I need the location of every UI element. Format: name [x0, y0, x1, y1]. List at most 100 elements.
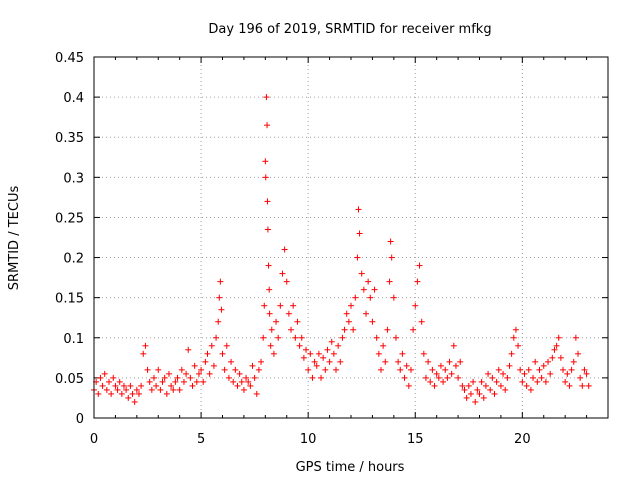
data-point — [95, 390, 102, 397]
data-point — [240, 386, 247, 393]
data-point — [527, 386, 534, 393]
data-point — [133, 386, 140, 393]
data-point — [249, 362, 256, 369]
y-tick-label: 0.05 — [55, 372, 84, 387]
data-point — [536, 366, 543, 373]
data-point — [575, 350, 582, 357]
data-point — [320, 354, 327, 361]
data-point — [170, 386, 177, 393]
data-point — [127, 382, 134, 389]
data-point — [300, 354, 307, 361]
data-point — [263, 94, 270, 101]
x-tick-label: 15 — [407, 432, 424, 447]
data-point — [260, 334, 267, 341]
data-point — [387, 238, 394, 245]
data-point — [281, 246, 288, 253]
data-point — [279, 270, 286, 277]
data-point — [157, 386, 164, 393]
data-point — [581, 366, 588, 373]
data-point — [502, 386, 509, 393]
data-point — [579, 382, 586, 389]
data-point — [221, 366, 228, 373]
data-point — [463, 394, 470, 401]
data-point — [265, 262, 272, 269]
data-point — [267, 342, 274, 349]
data-point — [138, 382, 145, 389]
data-point — [247, 382, 254, 389]
data-point — [354, 254, 361, 261]
data-point — [437, 362, 444, 369]
data-point — [523, 382, 530, 389]
data-point — [146, 378, 153, 385]
data-point — [330, 350, 337, 357]
data-point — [375, 350, 382, 357]
data-point — [545, 358, 552, 365]
data-point — [243, 374, 250, 381]
data-point — [577, 374, 584, 381]
data-point — [485, 370, 492, 377]
data-point — [264, 198, 271, 205]
data-point — [200, 378, 207, 385]
data-point — [459, 382, 466, 389]
data-point — [343, 310, 350, 317]
data-point — [264, 226, 271, 233]
data-point — [290, 302, 297, 309]
data-point — [228, 358, 235, 365]
data-point — [144, 366, 151, 373]
data-point — [461, 386, 468, 393]
data-point — [429, 366, 436, 373]
data-point — [489, 374, 496, 381]
data-point — [262, 174, 269, 181]
data-point — [564, 370, 571, 377]
data-point — [467, 390, 474, 397]
data-point — [125, 394, 132, 401]
data-point — [566, 382, 573, 389]
data-point — [570, 358, 577, 365]
data-point — [365, 278, 372, 285]
data-point — [414, 278, 421, 285]
data-point — [105, 378, 112, 385]
data-point — [562, 378, 569, 385]
data-point — [253, 390, 260, 397]
data-point — [140, 350, 147, 357]
data-point — [150, 374, 157, 381]
data-point — [407, 366, 414, 373]
data-point — [508, 350, 515, 357]
data-point — [251, 374, 258, 381]
data-point — [232, 366, 239, 373]
data-point — [238, 378, 245, 385]
data-point — [465, 382, 472, 389]
data-point — [568, 366, 575, 373]
data-point — [288, 326, 295, 333]
data-point — [553, 342, 560, 349]
data-point — [470, 378, 477, 385]
data-point — [350, 326, 357, 333]
data-point — [356, 230, 363, 237]
data-point — [225, 374, 232, 381]
data-point — [230, 378, 237, 385]
data-point — [450, 342, 457, 349]
data-point — [97, 374, 104, 381]
data-point — [500, 370, 507, 377]
data-point — [174, 374, 181, 381]
data-point — [487, 386, 494, 393]
data-point — [431, 382, 438, 389]
data-point — [118, 390, 125, 397]
data-point — [403, 362, 410, 369]
data-point — [210, 362, 217, 369]
data-point — [198, 366, 205, 373]
data-point — [296, 342, 303, 349]
data-point — [180, 378, 187, 385]
data-point — [555, 334, 562, 341]
data-point — [397, 366, 404, 373]
data-point — [208, 342, 215, 349]
data-point — [313, 362, 320, 369]
data-point — [204, 350, 211, 357]
data-point — [176, 386, 183, 393]
data-point — [348, 302, 354, 309]
data-point — [472, 398, 479, 405]
data-point — [572, 334, 579, 341]
data-point — [161, 374, 168, 381]
data-point — [382, 358, 389, 365]
y-tick-label: 0.25 — [55, 211, 84, 226]
